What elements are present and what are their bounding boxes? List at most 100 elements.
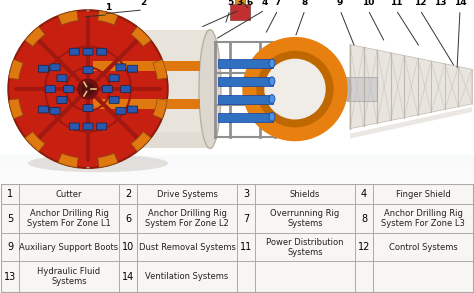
Wedge shape <box>25 132 45 151</box>
Wedge shape <box>153 99 167 119</box>
Text: 4: 4 <box>262 0 268 7</box>
Text: 9: 9 <box>337 0 343 7</box>
Wedge shape <box>98 11 118 25</box>
Text: Hydraulic Fluid
Systems: Hydraulic Fluid Systems <box>37 267 100 287</box>
Text: 1: 1 <box>105 3 111 12</box>
Bar <box>0 170 474 174</box>
Bar <box>0 188 474 192</box>
FancyBboxPatch shape <box>116 107 126 114</box>
Text: 11: 11 <box>390 0 402 7</box>
Bar <box>0 180 474 184</box>
Text: 8: 8 <box>361 214 367 224</box>
Bar <box>218 95 273 104</box>
Text: 13: 13 <box>434 0 446 7</box>
Bar <box>0 184 474 188</box>
Ellipse shape <box>269 95 275 103</box>
Bar <box>347 77 377 101</box>
FancyBboxPatch shape <box>116 64 126 71</box>
Ellipse shape <box>269 112 275 121</box>
Bar <box>230 4 250 20</box>
Bar <box>93 99 200 109</box>
Text: Anchor Drilling Rig
System For Zone L3: Anchor Drilling Rig System For Zone L3 <box>381 209 465 229</box>
Bar <box>0 172 474 176</box>
Bar <box>0 190 474 194</box>
Bar <box>0 154 474 159</box>
Text: 4: 4 <box>361 189 367 199</box>
Text: 9: 9 <box>7 242 13 252</box>
Text: Drive Systems: Drive Systems <box>156 190 218 199</box>
Bar <box>218 77 273 86</box>
Text: 6: 6 <box>247 0 253 7</box>
Circle shape <box>243 38 347 141</box>
FancyBboxPatch shape <box>64 86 74 93</box>
Bar <box>0 176 474 180</box>
Text: Ventilation Systems: Ventilation Systems <box>146 272 228 281</box>
Ellipse shape <box>199 30 221 149</box>
Bar <box>88 134 210 137</box>
FancyBboxPatch shape <box>109 75 119 82</box>
Text: 2: 2 <box>125 189 131 199</box>
Text: Overrunning Rig
Systems: Overrunning Rig Systems <box>270 209 340 229</box>
Text: Anchor Drilling Rig
System For Zone L1: Anchor Drilling Rig System For Zone L1 <box>27 209 111 229</box>
Circle shape <box>257 52 333 127</box>
Wedge shape <box>9 59 23 79</box>
Text: 14: 14 <box>454 0 466 7</box>
Text: 1: 1 <box>7 189 13 199</box>
Text: Dust Removal Systems: Dust Removal Systems <box>138 243 236 252</box>
Bar <box>218 59 273 68</box>
Text: Anchor Drilling Rig
System For Zone L2: Anchor Drilling Rig System For Zone L2 <box>145 209 229 229</box>
Text: 14: 14 <box>122 272 134 282</box>
Text: Power Distribution
Systems: Power Distribution Systems <box>266 238 344 257</box>
Wedge shape <box>9 99 23 119</box>
FancyBboxPatch shape <box>83 48 93 55</box>
Bar <box>93 61 200 71</box>
Text: 7: 7 <box>243 214 249 224</box>
Wedge shape <box>58 153 78 168</box>
FancyBboxPatch shape <box>57 75 67 82</box>
Polygon shape <box>350 45 472 129</box>
Text: 7: 7 <box>275 0 281 7</box>
Text: Auxiliary Support Boots: Auxiliary Support Boots <box>19 243 118 252</box>
FancyBboxPatch shape <box>97 48 107 55</box>
Text: Finger Shield: Finger Shield <box>396 190 450 199</box>
Text: 3: 3 <box>243 189 249 199</box>
Circle shape <box>10 12 166 166</box>
Bar <box>0 186 474 190</box>
Bar <box>88 144 210 146</box>
Text: 5: 5 <box>227 0 233 7</box>
Bar <box>88 132 210 134</box>
FancyBboxPatch shape <box>109 96 119 103</box>
Text: Cutter: Cutter <box>56 190 82 199</box>
Bar <box>218 113 273 122</box>
Text: 11: 11 <box>240 242 252 252</box>
FancyBboxPatch shape <box>45 86 55 93</box>
FancyBboxPatch shape <box>128 106 137 113</box>
Bar <box>0 162 474 166</box>
Text: 6: 6 <box>125 214 131 224</box>
Text: 10: 10 <box>122 242 134 252</box>
Text: 13: 13 <box>4 272 16 282</box>
FancyBboxPatch shape <box>50 107 60 114</box>
FancyBboxPatch shape <box>121 86 131 93</box>
FancyBboxPatch shape <box>50 64 60 71</box>
Text: 12: 12 <box>414 0 426 7</box>
Bar <box>235 0 245 4</box>
Bar <box>88 142 210 144</box>
FancyBboxPatch shape <box>83 123 93 130</box>
Bar <box>88 139 210 142</box>
FancyBboxPatch shape <box>69 123 79 130</box>
FancyBboxPatch shape <box>83 105 93 112</box>
Bar <box>0 164 474 168</box>
FancyBboxPatch shape <box>38 65 48 72</box>
Bar <box>88 136 210 139</box>
Ellipse shape <box>269 77 275 86</box>
FancyBboxPatch shape <box>97 123 107 130</box>
FancyBboxPatch shape <box>83 67 93 74</box>
FancyBboxPatch shape <box>128 65 137 72</box>
Bar <box>0 156 474 160</box>
Text: 10: 10 <box>362 0 374 7</box>
Ellipse shape <box>343 77 351 101</box>
Wedge shape <box>131 27 151 46</box>
Bar <box>0 192 474 196</box>
Bar <box>0 182 474 186</box>
